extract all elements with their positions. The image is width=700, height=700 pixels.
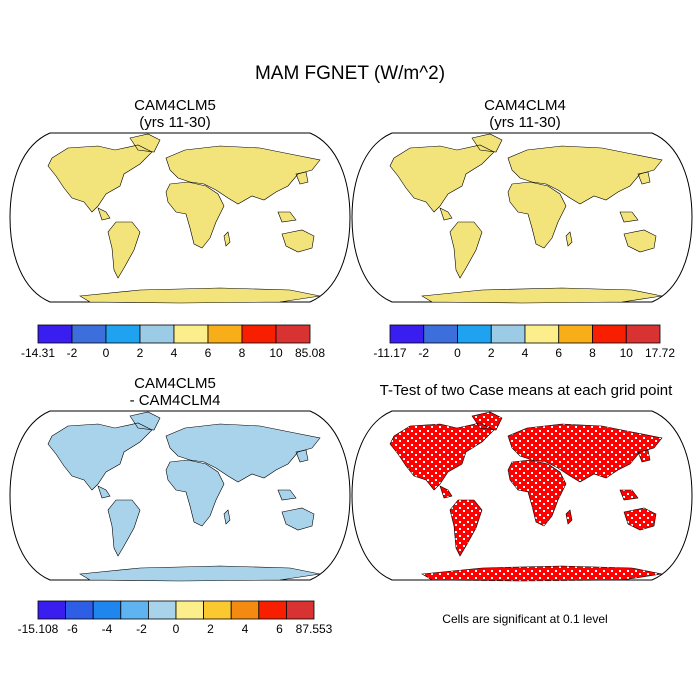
colorbar-tick-label: -2 (67, 346, 78, 360)
colorbar-swatch (203, 600, 232, 620)
colorbar-tick-label: 85.08 (295, 346, 325, 360)
map-panel-difference (9, 410, 351, 582)
colorbar-tick-label: 6 (555, 346, 562, 360)
colorbar-tick-label: -14.31 (21, 346, 55, 360)
colorbar-tick-label: 6 (205, 346, 212, 360)
colorbar-swatch (147, 600, 177, 620)
colorbar-panel3: -15.108 -6 -4 -2 0 2 4 6 87.553 (18, 600, 333, 636)
colorbar-tick-label: 0 (454, 346, 461, 360)
colorbar-swatch (65, 600, 94, 620)
colorbar-swatch (120, 600, 149, 620)
colorbar-swatch (241, 324, 277, 344)
colorbar-swatch (275, 324, 311, 344)
colorbar-tick-label: 4 (242, 622, 249, 636)
colorbar-swatch (258, 600, 287, 620)
colorbar-tick-label: -4 (102, 622, 113, 636)
colorbar-tick-label: 10 (620, 346, 634, 360)
colorbar-tick-label: 0 (103, 346, 110, 360)
colorbar-swatch (173, 324, 209, 344)
map-panel-cam4clm5 (9, 132, 351, 304)
colorbar-tick-label: 8 (589, 346, 596, 360)
colorbar-tick-label: -15.108 (18, 622, 59, 636)
colorbar-swatch (389, 324, 425, 344)
colorbar-swatch (230, 600, 260, 620)
colorbar-swatch (592, 324, 627, 344)
colorbar-swatch (285, 600, 315, 620)
colorbar-swatch (423, 324, 458, 344)
panel1-title-line2: (yrs 11-30) (139, 114, 211, 131)
map-panel-ttest (351, 410, 693, 582)
colorbar-panel2: -11.17 -2 0 2 4 6 8 10 17.72 (373, 324, 675, 360)
colorbar-swatch (37, 324, 73, 344)
figure-title: MAM FGNET (W/m^2) (254, 63, 446, 84)
significance-note: Cells are significant at 0.1 level (442, 612, 608, 626)
colorbar-tick-label: -2 (418, 346, 429, 360)
colorbar-swatch (625, 324, 661, 344)
colorbar-tick-label: -11.17 (373, 346, 406, 360)
panel1-title-line1: CAM4CLM5 (134, 97, 216, 114)
colorbar-swatch (558, 324, 593, 344)
colorbar-swatch (524, 324, 560, 344)
map-panel-cam4clm4 (351, 132, 693, 304)
colorbar-tick-label: 2 (488, 346, 495, 360)
colorbar-swatch (105, 324, 141, 344)
panel1-title: CAM4CLM5 (yrs 11-30) (70, 97, 280, 131)
panel2-title: CAM4CLM4 (yrs 11-30) (420, 97, 630, 131)
colorbar-swatch (457, 324, 492, 344)
colorbar-tick-label: 10 (269, 346, 283, 360)
colorbar-tick-label: 6 (276, 622, 283, 636)
panel3-title-line1: CAM4CLM5 (134, 375, 216, 392)
panel3-title-line2: - CAM4CLM4 (129, 392, 221, 409)
colorbar-tick-label: 17.72 (645, 346, 675, 360)
colorbar-swatch (207, 324, 243, 344)
colorbar-swatch (139, 324, 175, 344)
colorbar-swatch (37, 600, 67, 620)
panel2-title-line1: CAM4CLM4 (484, 97, 566, 114)
colorbar-tick-label: 87.553 (296, 622, 333, 636)
colorbar-swatch (71, 324, 107, 344)
colorbar-tick-label: 0 (173, 622, 180, 636)
colorbar-tick-label: 4 (522, 346, 529, 360)
colorbar-swatch (490, 324, 526, 344)
panel3-title: CAM4CLM5 - CAM4CLM4 (70, 375, 280, 409)
panel2-title-line2: (yrs 11-30) (489, 114, 561, 131)
colorbar-tick-label: -6 (67, 622, 78, 636)
panel4-title: T-Test of two Case means at each grid po… (379, 382, 673, 399)
colorbar-tick-label: 2 (207, 622, 214, 636)
colorbar-tick-label: 2 (137, 346, 144, 360)
colorbar-swatch (175, 600, 205, 620)
colorbar-tick-label: 8 (239, 346, 246, 360)
colorbar-tick-label: -2 (136, 622, 147, 636)
colorbar-tick-label: 4 (171, 346, 178, 360)
colorbar-panel1: -14.31 -2 0 2 4 6 8 10 85.08 (21, 324, 325, 360)
colorbar-swatch (92, 600, 122, 620)
